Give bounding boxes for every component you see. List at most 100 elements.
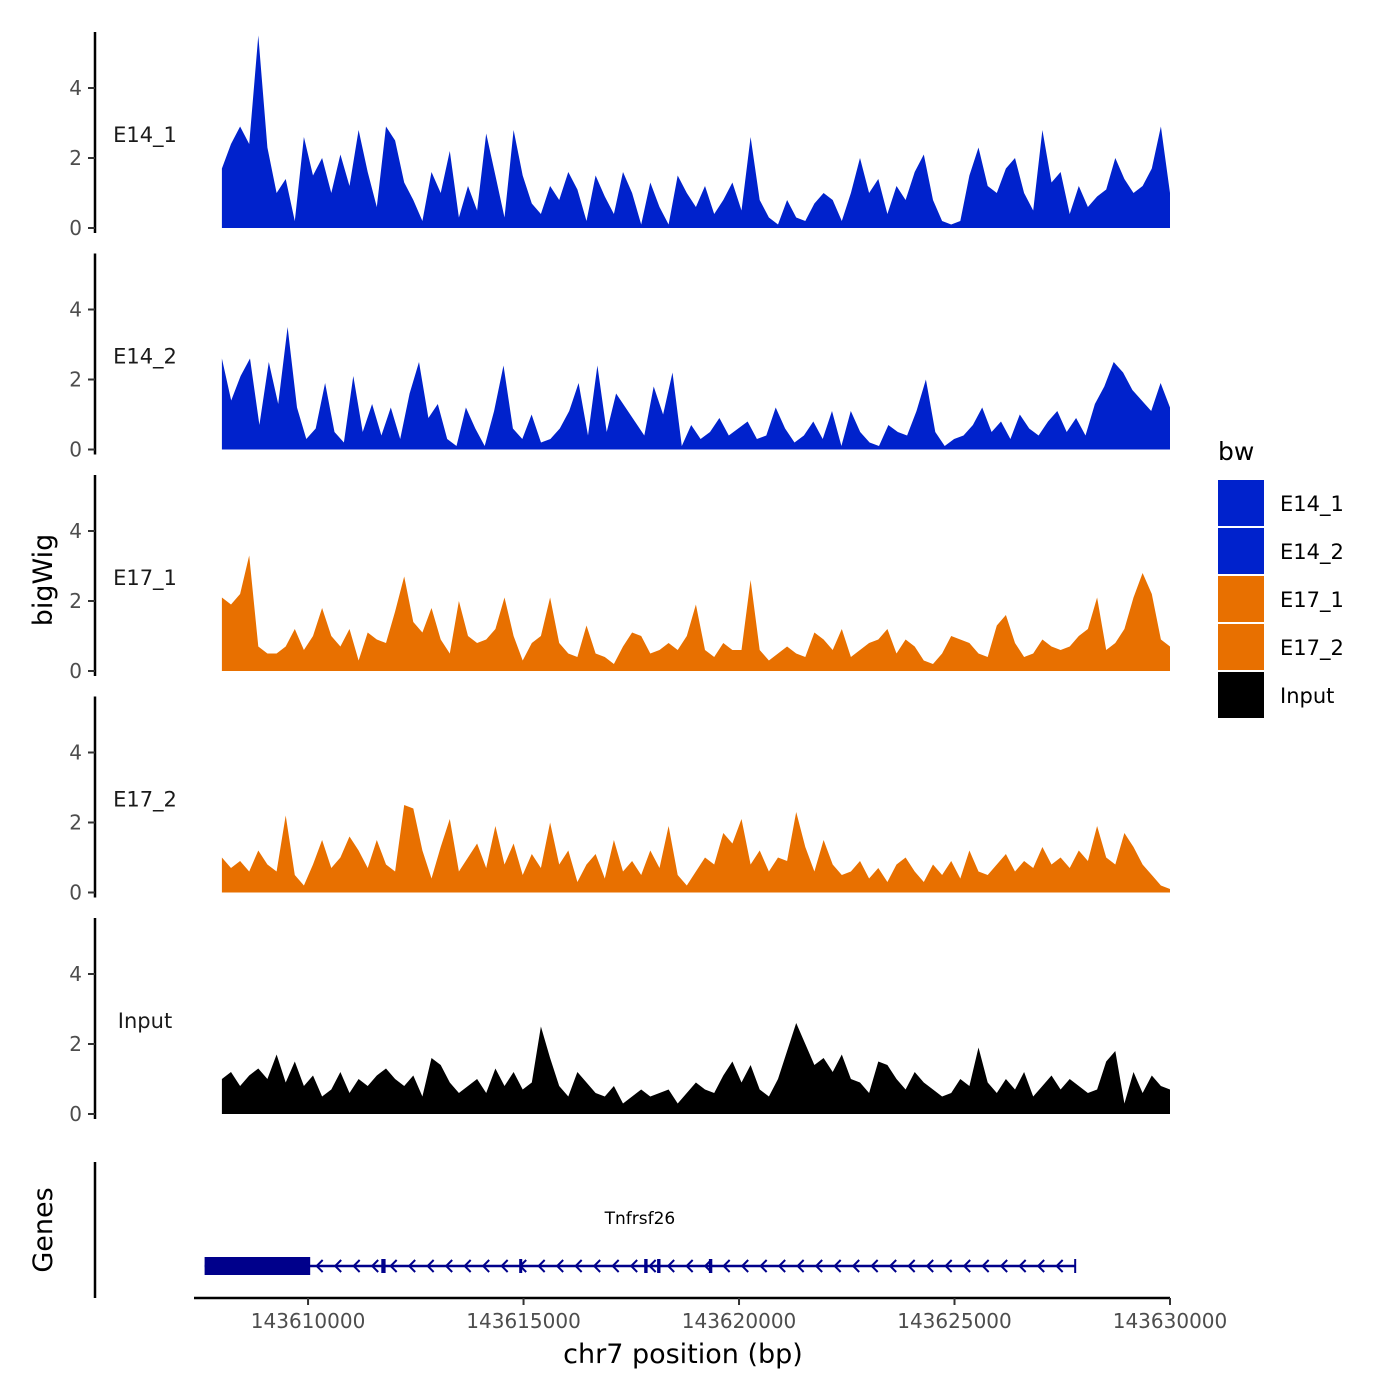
strand-arrow bbox=[925, 1259, 934, 1273]
x-tick-label: 143630000 bbox=[1113, 1309, 1228, 1333]
x-axis: chr7 position (bp) 143610000 143615000 143… bbox=[194, 1296, 1228, 1370]
y-tick-label: 4 bbox=[69, 962, 82, 986]
strand-arrow bbox=[740, 1259, 749, 1273]
track-label: Input bbox=[118, 1009, 172, 1033]
strand-arrow bbox=[907, 1259, 916, 1273]
legend-swatch-E17_2 bbox=[1218, 624, 1264, 670]
strand-arrow bbox=[574, 1259, 583, 1273]
y-tick-label: 0 bbox=[69, 1102, 82, 1126]
signal-area-Input bbox=[221, 1023, 1170, 1114]
strand-arrow bbox=[981, 1259, 990, 1273]
signal-area-E14_1 bbox=[221, 35, 1170, 228]
strand-arrow bbox=[407, 1259, 416, 1273]
strand-arrow bbox=[611, 1259, 620, 1273]
strand-arrow bbox=[315, 1259, 324, 1273]
legend-swatch-E14_1 bbox=[1218, 480, 1264, 526]
y-tick-label: 0 bbox=[69, 659, 82, 683]
gene-exon bbox=[204, 1257, 311, 1275]
x-tick-label: 143625000 bbox=[897, 1309, 1012, 1333]
y-tick-label: 0 bbox=[69, 216, 82, 240]
strand-arrow bbox=[1036, 1259, 1045, 1273]
legend: bw E14_1 E14_2 E17_1 E17_2 Input bbox=[1218, 437, 1344, 718]
gene-exon bbox=[381, 1259, 386, 1273]
strand-arrow bbox=[333, 1259, 342, 1273]
strand-arrow bbox=[629, 1259, 638, 1273]
strand-arrow bbox=[426, 1259, 435, 1273]
strand-arrow bbox=[796, 1259, 805, 1273]
legend-swatch-Input bbox=[1218, 672, 1264, 718]
legend-label-E14_1: E14_1 bbox=[1280, 492, 1344, 517]
genes-panel: Genes Tnfrsf26 bbox=[28, 1162, 1077, 1298]
track-label: E17_1 bbox=[113, 566, 177, 591]
y-tick-label: 2 bbox=[69, 1032, 82, 1056]
y-tick-label: 2 bbox=[69, 811, 82, 835]
strand-arrow bbox=[962, 1259, 971, 1273]
signal-area-E17_1 bbox=[221, 555, 1170, 671]
track-label: E14_2 bbox=[113, 345, 177, 370]
legend-label-E14_2: E14_2 bbox=[1280, 540, 1344, 565]
y-tick-label: 0 bbox=[69, 438, 82, 462]
strand-arrow bbox=[944, 1259, 953, 1273]
strand-arrow bbox=[500, 1259, 509, 1273]
y-tick-label: 2 bbox=[69, 146, 82, 170]
track-E17_1: 0 2 4 E17_1 bbox=[69, 475, 1170, 683]
strand-arrow bbox=[481, 1259, 490, 1273]
y-tick-label: 2 bbox=[69, 589, 82, 613]
legend-label-Input: Input bbox=[1280, 684, 1334, 708]
track-E14_2: 0 2 4 E14_2 bbox=[69, 253, 1170, 462]
strand-arrow bbox=[814, 1259, 823, 1273]
x-axis-title: chr7 position (bp) bbox=[563, 1339, 803, 1370]
track-label: E14_1 bbox=[113, 123, 177, 148]
legend-label-E17_2: E17_2 bbox=[1280, 636, 1344, 661]
strand-arrow bbox=[537, 1259, 546, 1273]
track-E17_2: 0 2 4 E17_2 bbox=[69, 696, 1170, 905]
strand-arrow bbox=[389, 1259, 398, 1273]
signal-area-E17_2 bbox=[221, 805, 1170, 893]
track-E14_1: 0 2 4 E14_1 bbox=[69, 32, 1170, 240]
legend-title: bw bbox=[1218, 437, 1254, 466]
track-label: E17_2 bbox=[113, 788, 177, 813]
strand-arrow bbox=[888, 1259, 897, 1273]
strand-arrow bbox=[592, 1259, 601, 1273]
strand-arrow bbox=[555, 1259, 564, 1273]
strand-arrow bbox=[666, 1259, 675, 1273]
y-tick-label: 4 bbox=[69, 76, 82, 100]
legend-label-E17_1: E17_1 bbox=[1280, 588, 1344, 613]
signal-area-E14_2 bbox=[221, 327, 1170, 450]
strand-arrow bbox=[444, 1259, 453, 1273]
y-tick-label: 0 bbox=[69, 881, 82, 905]
strand-arrow bbox=[685, 1259, 694, 1273]
y-tick-label: 4 bbox=[69, 741, 82, 765]
tracks-layer: 0 2 4 E14_1 0 2 4 E14_2 0 2 4 E17_1 0 2 4 E17_2 0 2 4 Input bbox=[69, 32, 1170, 1126]
y-tick-label: 4 bbox=[69, 298, 82, 322]
y-tick-label: 2 bbox=[69, 368, 82, 392]
gene-name-label: Tnfrsf26 bbox=[604, 1209, 676, 1229]
strand-arrow bbox=[851, 1259, 860, 1273]
strand-arrow bbox=[648, 1259, 657, 1273]
gene-exon bbox=[519, 1259, 523, 1273]
track-Input: 0 2 4 Input bbox=[69, 918, 1170, 1126]
strand-arrow bbox=[999, 1259, 1008, 1273]
gene-exon bbox=[657, 1259, 661, 1273]
x-tick-label: 143620000 bbox=[682, 1309, 797, 1333]
legend-swatch-E14_2 bbox=[1218, 528, 1264, 574]
strand-arrow bbox=[352, 1259, 361, 1273]
gene-exon bbox=[644, 1259, 648, 1273]
legend-swatch-E17_1 bbox=[1218, 576, 1264, 622]
strand-arrow bbox=[833, 1259, 842, 1273]
x-tick-label: 143615000 bbox=[466, 1309, 581, 1333]
y-axis-title: bigWig bbox=[28, 534, 59, 627]
strand-arrow bbox=[759, 1259, 768, 1273]
y-tick-label: 4 bbox=[69, 519, 82, 543]
strand-arrow bbox=[777, 1259, 786, 1273]
strand-arrow bbox=[1055, 1259, 1064, 1273]
strand-arrow bbox=[463, 1259, 472, 1273]
x-tick-label: 143610000 bbox=[251, 1309, 366, 1333]
strand-arrow bbox=[1018, 1259, 1027, 1273]
strand-arrow bbox=[722, 1259, 731, 1273]
genes-panel-label: Genes bbox=[28, 1187, 59, 1272]
strand-arrow bbox=[370, 1259, 379, 1273]
strand-arrow bbox=[870, 1259, 879, 1273]
gene-exon bbox=[708, 1259, 713, 1273]
